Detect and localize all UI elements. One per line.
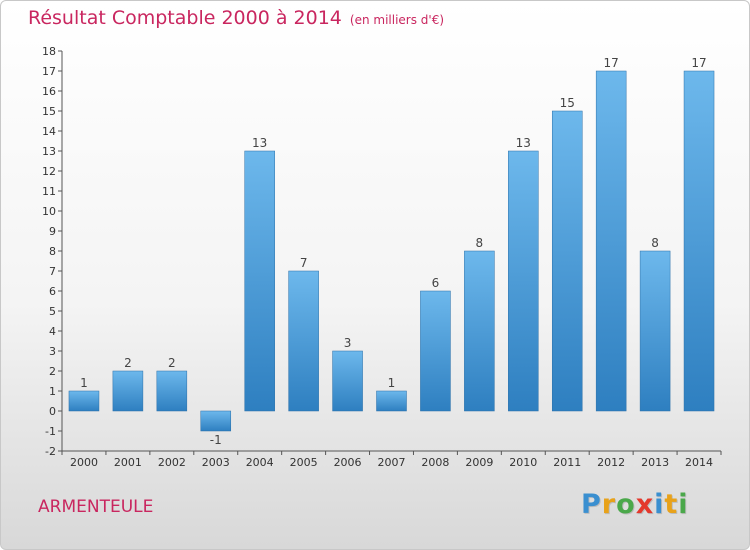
y-tick-label: 3 bbox=[49, 345, 56, 358]
bar bbox=[508, 150, 539, 412]
bar-value-label: 13 bbox=[252, 136, 267, 150]
chart-bars bbox=[68, 70, 715, 432]
x-tick-label: 2010 bbox=[509, 456, 537, 469]
bar bbox=[595, 70, 627, 412]
bar-value-label: 3 bbox=[344, 336, 352, 350]
x-tick-label: 2011 bbox=[553, 456, 581, 469]
bar bbox=[68, 390, 100, 412]
x-tick-label: 2002 bbox=[158, 456, 186, 469]
bar bbox=[551, 110, 583, 412]
bar bbox=[200, 410, 232, 432]
y-tick-label: 1 bbox=[49, 385, 56, 398]
y-tick-label: 14 bbox=[42, 125, 56, 138]
bar-value-label: 2 bbox=[168, 356, 176, 370]
x-tick-label: 2007 bbox=[378, 456, 406, 469]
y-tick-label: 12 bbox=[42, 165, 56, 178]
bar-value-label: 7 bbox=[300, 256, 308, 270]
logo-letter: t bbox=[664, 489, 679, 520]
bar-value-label: 15 bbox=[560, 96, 575, 110]
logo-letter: i bbox=[654, 489, 665, 520]
bar-value-label: 8 bbox=[651, 236, 659, 250]
bar-value-label: 1 bbox=[388, 376, 396, 390]
logo-letter: o bbox=[616, 489, 636, 520]
bar bbox=[244, 150, 275, 412]
logo-letter: i bbox=[678, 489, 689, 520]
location-name: ARMENTEULE bbox=[38, 497, 154, 517]
title-subtitle: (en milliers d'€) bbox=[349, 13, 445, 27]
bar bbox=[420, 290, 451, 412]
y-tick-label: 8 bbox=[49, 245, 56, 258]
x-tick-label: 2001 bbox=[114, 456, 142, 469]
bar bbox=[288, 270, 319, 412]
x-tick-label: 2013 bbox=[641, 456, 669, 469]
chart-labels: 1 2 2 -1 13 7 3 1 6 8 13 15 17 8 17 bbox=[80, 56, 707, 447]
bar-value-label: -1 bbox=[210, 433, 222, 447]
logo-letter: P bbox=[581, 489, 602, 520]
x-tick-label: 2009 bbox=[465, 456, 493, 469]
x-tick-label: 2014 bbox=[685, 456, 713, 469]
y-tick-label: 2 bbox=[49, 365, 56, 378]
x-tick-label: 2005 bbox=[290, 456, 318, 469]
y-tick-label: -2 bbox=[45, 445, 56, 458]
title-main: Résultat Comptable 2000 à 2014 bbox=[28, 7, 342, 29]
bar-value-label: 6 bbox=[432, 276, 440, 290]
bar bbox=[156, 370, 188, 412]
y-tick-label: 0 bbox=[49, 405, 56, 418]
bar-value-label: 2 bbox=[124, 356, 132, 370]
bar bbox=[464, 250, 495, 412]
logo-letter: x bbox=[635, 489, 655, 520]
chart-title: Résultat Comptable 2000 à 2014 (en millie… bbox=[28, 7, 444, 29]
proxiti-logo: Proxiti bbox=[581, 489, 689, 520]
y-tick-label: -1 bbox=[45, 425, 56, 438]
y-tick-label: 16 bbox=[42, 85, 56, 98]
y-tick-label: 4 bbox=[49, 325, 56, 338]
x-tick-label: 2008 bbox=[421, 456, 449, 469]
bar-value-label: 1 bbox=[80, 376, 88, 390]
x-tick-label: 2012 bbox=[597, 456, 625, 469]
bar bbox=[376, 390, 407, 412]
y-tick-label: 15 bbox=[42, 105, 56, 118]
y-tick-label: 5 bbox=[49, 305, 56, 318]
x-tick-label: 2004 bbox=[246, 456, 274, 469]
bar-value-label: 13 bbox=[516, 136, 531, 150]
bar bbox=[332, 350, 363, 412]
x-tick-label: 2000 bbox=[70, 456, 98, 469]
y-tick-label: 18 bbox=[42, 45, 56, 58]
y-tick-label: 7 bbox=[49, 265, 56, 278]
y-tick-label: 10 bbox=[42, 205, 56, 218]
bar bbox=[639, 250, 671, 412]
y-tick-label: 9 bbox=[49, 225, 56, 238]
y-tick-label: 17 bbox=[42, 65, 56, 78]
bar-value-label: 8 bbox=[476, 236, 484, 250]
bar-value-label: 17 bbox=[691, 56, 706, 70]
y-tick-label: 11 bbox=[42, 185, 56, 198]
y-tick-label: 13 bbox=[42, 145, 56, 158]
bar-value-label: 17 bbox=[604, 56, 619, 70]
bar bbox=[112, 370, 144, 412]
x-tick-label: 2003 bbox=[202, 456, 230, 469]
bar bbox=[683, 70, 715, 412]
logo-letter: r bbox=[601, 489, 617, 520]
x-tick-label: 2006 bbox=[334, 456, 362, 469]
y-tick-label: 6 bbox=[49, 285, 56, 298]
